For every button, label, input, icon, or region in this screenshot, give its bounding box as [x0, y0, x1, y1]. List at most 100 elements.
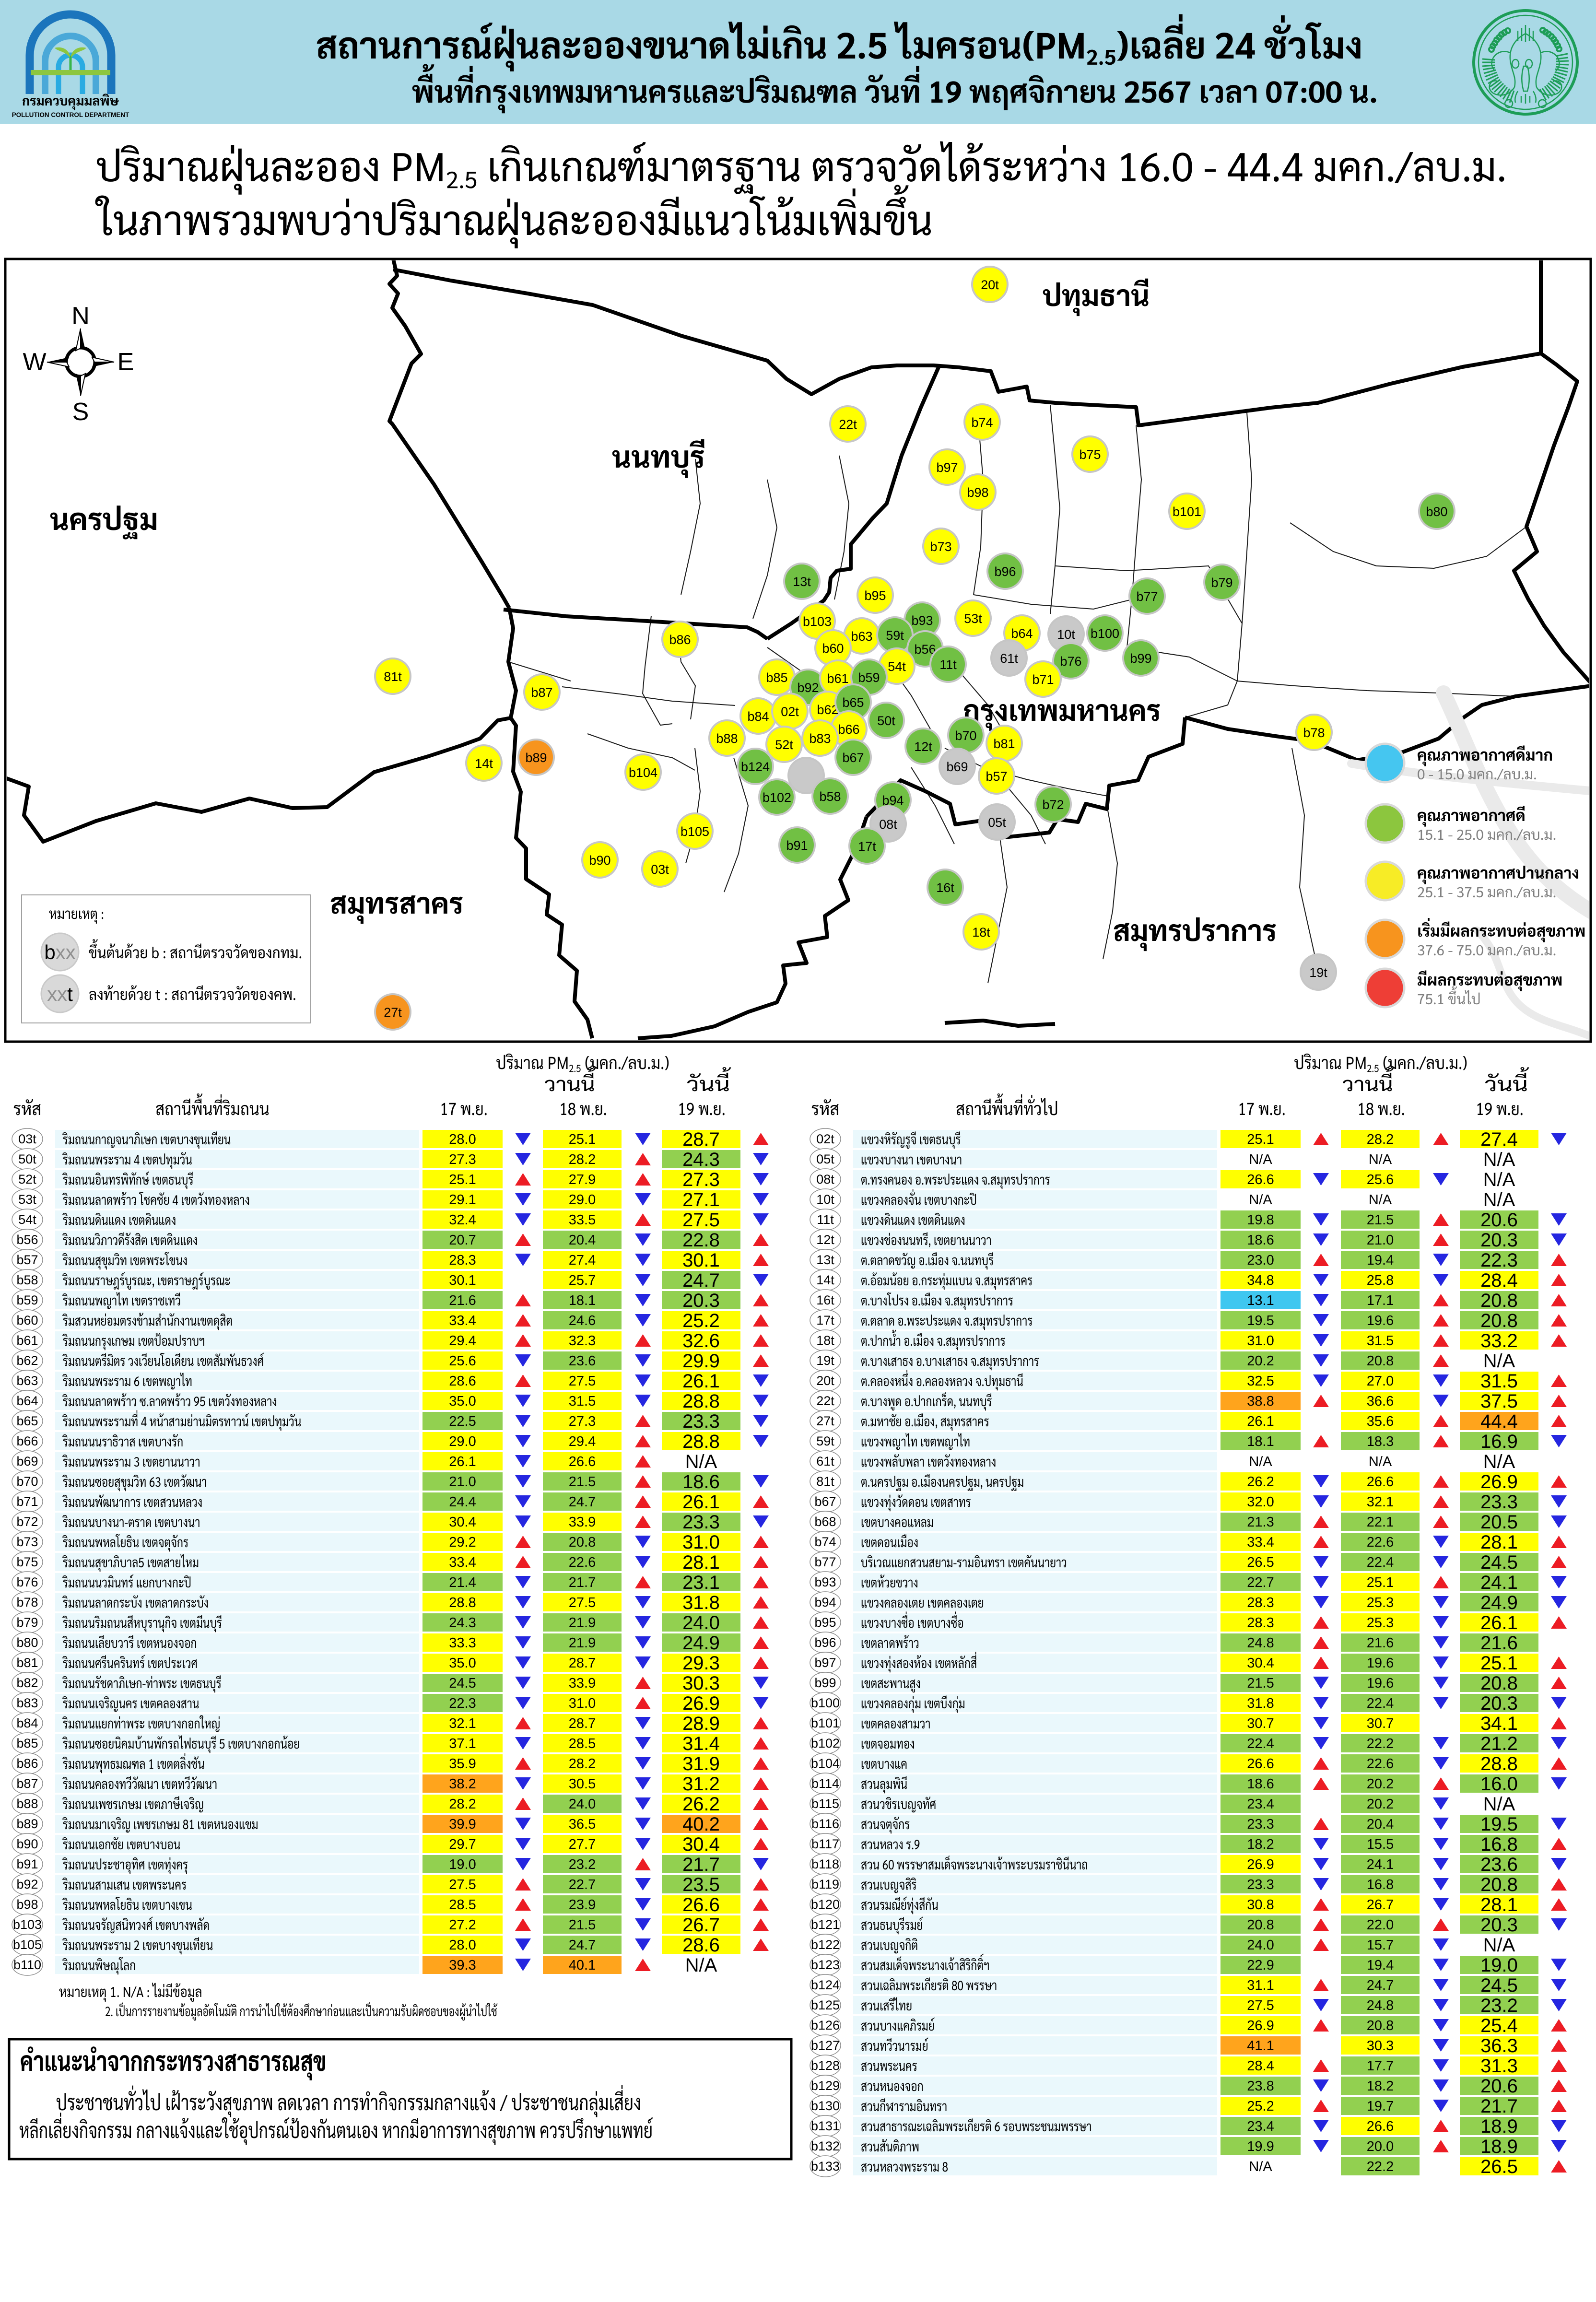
svg-text:21.6: 21.6	[1480, 1633, 1518, 1654]
svg-text:25.1: 25.1	[1480, 1653, 1518, 1674]
svg-text:13.1: 13.1	[1247, 1293, 1274, 1308]
svg-text:b128: b128	[811, 2058, 840, 2073]
svg-text:61t: 61t	[816, 1454, 834, 1468]
svg-text:25.3: 25.3	[1367, 1595, 1394, 1610]
svg-text:b69: b69	[16, 1454, 38, 1468]
svg-text:23.9: 23.9	[569, 1897, 596, 1913]
svg-text:50t: 50t	[18, 1152, 36, 1166]
svg-text:b120: b120	[811, 1897, 840, 1912]
svg-text:b68: b68	[814, 1515, 836, 1529]
svg-text:32.4: 32.4	[449, 1212, 476, 1228]
svg-text:20.2: 20.2	[1367, 1797, 1394, 1812]
svg-text:b93: b93	[911, 613, 933, 628]
svg-text:24.3: 24.3	[449, 1615, 476, 1631]
svg-text:19.6: 19.6	[1367, 1313, 1394, 1328]
svg-text:31.0: 31.0	[1247, 1333, 1274, 1349]
svg-text:b66: b66	[16, 1434, 38, 1448]
svg-text:35.9: 35.9	[449, 1756, 476, 1772]
svg-text:27.3: 27.3	[449, 1152, 476, 1167]
svg-text:22.9: 22.9	[1247, 1958, 1274, 1973]
svg-text:25.6: 25.6	[449, 1353, 476, 1369]
svg-text:b82: b82	[16, 1676, 38, 1690]
svg-text:28.5: 28.5	[449, 1897, 476, 1913]
svg-text:13t: 13t	[816, 1253, 834, 1267]
svg-text:21.3: 21.3	[1247, 1515, 1274, 1530]
svg-text:26.9: 26.9	[1247, 1857, 1274, 1872]
svg-text:29.0: 29.0	[569, 1192, 596, 1208]
svg-text:30.1: 30.1	[449, 1273, 476, 1288]
svg-text:N/A: N/A	[1483, 1149, 1515, 1170]
svg-text:b122: b122	[811, 1938, 840, 1952]
svg-text:33.9: 33.9	[569, 1515, 596, 1530]
svg-text:52t: 52t	[18, 1172, 36, 1186]
svg-text:20.8: 20.8	[1480, 1673, 1518, 1694]
svg-text:28.3: 28.3	[1247, 1595, 1274, 1610]
svg-text:16.9: 16.9	[1480, 1431, 1518, 1452]
svg-text:b124: b124	[811, 1978, 840, 1992]
svg-text:b78: b78	[1303, 726, 1325, 740]
svg-text:24.1: 24.1	[1480, 1572, 1518, 1593]
svg-text:b89: b89	[16, 1817, 38, 1831]
svg-text:21.7: 21.7	[569, 1575, 596, 1590]
svg-text:POLLUTION CONTROL DEPARTMENT: POLLUTION CONTROL DEPARTMENT	[12, 111, 129, 118]
svg-text:28.8: 28.8	[449, 1595, 476, 1610]
svg-text:26.9: 26.9	[682, 1693, 720, 1714]
svg-text:19t: 19t	[1309, 965, 1327, 980]
svg-text:25.1: 25.1	[1367, 1575, 1394, 1590]
svg-text:19.4: 19.4	[1367, 1253, 1394, 1268]
svg-text:b60: b60	[822, 641, 844, 656]
svg-text:32.5: 32.5	[1247, 1374, 1274, 1389]
svg-text:b84: b84	[16, 1716, 38, 1730]
svg-text:24.7: 24.7	[569, 1494, 596, 1510]
svg-text:b102: b102	[763, 790, 791, 805]
svg-text:W: W	[23, 348, 46, 376]
svg-text:b125: b125	[811, 1998, 840, 2012]
svg-text:b70: b70	[16, 1474, 38, 1489]
svg-text:b92: b92	[16, 1877, 38, 1891]
svg-text:b94: b94	[882, 793, 904, 808]
svg-text:21.4: 21.4	[449, 1575, 476, 1590]
svg-text:b86: b86	[669, 633, 691, 647]
svg-text:30.7: 30.7	[1247, 1716, 1274, 1731]
svg-text:b100: b100	[1091, 626, 1119, 641]
svg-text:28.4: 28.4	[1480, 1270, 1518, 1291]
svg-text:21.0: 21.0	[1367, 1233, 1394, 1248]
svg-text:16.8: 16.8	[1367, 1877, 1394, 1892]
svg-text:N/A: N/A	[1483, 1189, 1515, 1210]
svg-text:b101: b101	[1173, 505, 1201, 519]
svg-text:18.9: 18.9	[1480, 2116, 1518, 2137]
svg-text:32.1: 32.1	[1367, 1494, 1394, 1510]
svg-text:20.8: 20.8	[1480, 1290, 1518, 1311]
svg-text:30.4: 30.4	[1247, 1656, 1274, 1671]
svg-text:26.1: 26.1	[1247, 1414, 1274, 1429]
svg-text:28.4: 28.4	[1247, 2058, 1274, 2074]
svg-text:24.7: 24.7	[569, 1938, 596, 1953]
svg-text:b129: b129	[811, 2079, 840, 2093]
svg-text:b104: b104	[629, 765, 657, 780]
svg-text:28.1: 28.1	[682, 1552, 720, 1573]
svg-text:27t: 27t	[384, 1005, 402, 1020]
svg-text:29.4: 29.4	[569, 1434, 596, 1449]
svg-text:22.6: 22.6	[569, 1555, 596, 1570]
svg-text:32.0: 32.0	[1247, 1494, 1274, 1510]
svg-text:b65: b65	[842, 695, 864, 710]
svg-text:19.5: 19.5	[1480, 1814, 1518, 1835]
svg-text:N/A: N/A	[1483, 1794, 1515, 1815]
svg-text:b114: b114	[811, 1776, 839, 1791]
svg-text:b88: b88	[16, 1797, 38, 1811]
svg-text:29.9: 29.9	[682, 1351, 720, 1372]
svg-text:21.6: 21.6	[449, 1293, 476, 1308]
svg-text:24.3: 24.3	[682, 1149, 720, 1170]
svg-text:27.5: 27.5	[569, 1595, 596, 1610]
svg-text:b81: b81	[993, 737, 1015, 751]
svg-text:b73: b73	[16, 1535, 38, 1549]
svg-text:28.8: 28.8	[1480, 1753, 1518, 1774]
svg-text:54t: 54t	[888, 659, 906, 674]
svg-text:25.1: 25.1	[449, 1172, 476, 1187]
svg-text:17t: 17t	[816, 1313, 834, 1327]
svg-text:52t: 52t	[775, 738, 793, 752]
svg-text:19.6: 19.6	[1367, 1656, 1394, 1671]
svg-text:24.9: 24.9	[682, 1633, 720, 1654]
svg-text:26.2: 26.2	[682, 1794, 720, 1815]
svg-text:23.2: 23.2	[1480, 1995, 1518, 2016]
